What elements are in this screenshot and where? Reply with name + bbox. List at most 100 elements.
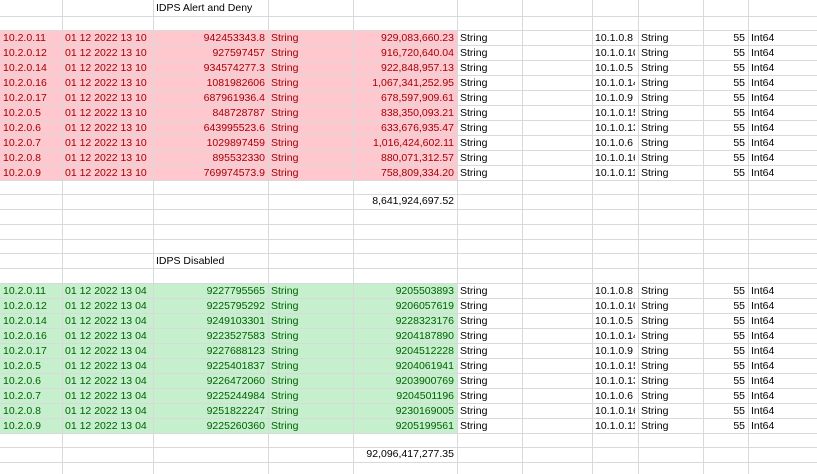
- cell-type[interactable]: String: [641, 315, 669, 327]
- cell-destination-ip[interactable]: 10.1.0.16: [595, 405, 635, 417]
- cell-value[interactable]: 9225795292: [206, 300, 265, 312]
- cell-type[interactable]: Int64: [751, 315, 775, 327]
- cell-type[interactable]: String: [641, 137, 669, 149]
- cell-number[interactable]: 55: [733, 360, 745, 372]
- cell-value[interactable]: 1081982606: [206, 77, 265, 89]
- cell-value[interactable]: 942453343.8: [203, 32, 265, 44]
- cell-source-ip[interactable]: 10.2.0.14: [3, 315, 47, 327]
- cell-destination-ip[interactable]: 10.1.0.14: [595, 330, 635, 342]
- cell-value-formatted[interactable]: 880,071,312.57: [381, 152, 454, 164]
- cell-type[interactable]: Int64: [751, 62, 775, 74]
- cell-value[interactable]: 9226472060: [206, 375, 265, 387]
- cell-source-ip[interactable]: 10.2.0.5: [3, 107, 41, 119]
- cell-number[interactable]: 55: [733, 315, 745, 327]
- cell-value[interactable]: 643995523.6: [203, 122, 265, 134]
- cell-type[interactable]: String: [460, 390, 488, 402]
- cell-type[interactable]: String: [641, 330, 669, 342]
- cell-type[interactable]: String: [641, 32, 669, 44]
- cell-timestamp[interactable]: 01 12 2022 13 10 00: [65, 92, 150, 104]
- cell-destination-ip[interactable]: 10.1.0.10: [595, 47, 635, 59]
- cell-type[interactable]: String: [271, 330, 299, 342]
- cell-type[interactable]: String: [271, 405, 299, 417]
- cell-timestamp[interactable]: 01 12 2022 13 10 00: [65, 137, 150, 149]
- cell-destination-ip[interactable]: 10.1.0.11: [595, 420, 635, 432]
- cell-timestamp[interactable]: 01 12 2022 13 10 00: [65, 77, 150, 89]
- cell-source-ip[interactable]: 10.2.0.7: [3, 390, 41, 402]
- cell-type[interactable]: Int64: [751, 390, 775, 402]
- cell-type[interactable]: String: [271, 360, 299, 372]
- cell-type[interactable]: Int64: [751, 345, 775, 357]
- cell-destination-ip[interactable]: 10.1.0.8: [595, 285, 633, 297]
- cell-source-ip[interactable]: 10.2.0.7: [3, 137, 41, 149]
- section-title[interactable]: IDPS Alert and Deny: [156, 2, 253, 14]
- cell-destination-ip[interactable]: 10.1.0.15: [595, 107, 635, 119]
- section-title[interactable]: IDPS Disabled: [156, 255, 225, 267]
- cell-value[interactable]: 9225401837: [206, 360, 265, 372]
- cell-source-ip[interactable]: 10.2.0.11: [3, 32, 47, 44]
- cell-type[interactable]: Int64: [751, 122, 775, 134]
- cell-value[interactable]: 9225244984: [206, 390, 265, 402]
- cell-type[interactable]: String: [271, 107, 299, 119]
- cell-timestamp[interactable]: 01 12 2022 13 04 00: [65, 375, 150, 387]
- cell-timestamp[interactable]: 01 12 2022 13 10 00: [65, 47, 150, 59]
- cell-number[interactable]: 55: [733, 420, 745, 432]
- cell-destination-ip[interactable]: 10.1.0.5: [595, 315, 633, 327]
- cell-type[interactable]: String: [271, 375, 299, 387]
- cell-value-formatted[interactable]: 678,597,909.61: [381, 92, 454, 104]
- cell-type[interactable]: String: [460, 420, 488, 432]
- cell-type[interactable]: Int64: [751, 420, 775, 432]
- cell-timestamp[interactable]: 01 12 2022 13 04 00: [65, 360, 150, 372]
- cell-value-formatted[interactable]: 9230169005: [395, 405, 454, 417]
- cell-source-ip[interactable]: 10.2.0.9: [3, 420, 41, 432]
- cell-type[interactable]: String: [641, 47, 669, 59]
- cell-value-formatted[interactable]: 9204501196: [396, 390, 454, 402]
- cell-type[interactable]: String: [460, 375, 488, 387]
- cell-type[interactable]: Int64: [751, 375, 775, 387]
- cell-timestamp[interactable]: 01 12 2022 13 10 00: [65, 152, 150, 164]
- cell-type[interactable]: String: [271, 92, 299, 104]
- cell-number[interactable]: 55: [733, 345, 745, 357]
- cell-value[interactable]: 9227795565: [206, 285, 265, 297]
- cell-number[interactable]: 55: [733, 285, 745, 297]
- cell-number[interactable]: 55: [733, 152, 745, 164]
- cell-type[interactable]: String: [460, 47, 488, 59]
- cell-number[interactable]: 55: [733, 137, 745, 149]
- cell-type[interactable]: Int64: [751, 300, 775, 312]
- cell-number[interactable]: 55: [733, 47, 745, 59]
- cell-value[interactable]: 9249103301: [206, 315, 265, 327]
- cell-source-ip[interactable]: 10.2.0.11: [3, 285, 47, 297]
- cell-value-formatted[interactable]: 838,350,093.21: [381, 107, 454, 119]
- cell-source-ip[interactable]: 10.2.0.8: [3, 152, 41, 164]
- cell-timestamp[interactable]: 01 12 2022 13 10 00: [65, 107, 150, 119]
- cell-type[interactable]: String: [460, 122, 488, 134]
- cell-type[interactable]: String: [271, 47, 299, 59]
- cell-type[interactable]: Int64: [751, 107, 775, 119]
- cell-timestamp[interactable]: 01 12 2022 13 10 00: [65, 122, 150, 134]
- cell-destination-ip[interactable]: 10.1.0.6: [595, 137, 633, 149]
- cell-value[interactable]: 9227688123: [206, 345, 265, 357]
- cell-number[interactable]: 55: [733, 375, 745, 387]
- cell-value[interactable]: 927597457: [212, 47, 265, 59]
- cell-destination-ip[interactable]: 10.1.0.10: [595, 300, 635, 312]
- cell-type[interactable]: Int64: [751, 152, 775, 164]
- cell-type[interactable]: String: [641, 390, 669, 402]
- cell-destination-ip[interactable]: 10.1.0.5: [595, 62, 633, 74]
- cell-type[interactable]: String: [460, 285, 488, 297]
- cell-value-formatted[interactable]: 9228323176: [395, 315, 454, 327]
- cell-number[interactable]: 55: [733, 107, 745, 119]
- cell-type[interactable]: String: [460, 62, 488, 74]
- cell-timestamp[interactable]: 01 12 2022 13 10 00: [65, 167, 150, 179]
- cell-type[interactable]: String: [641, 167, 669, 179]
- cell-destination-ip[interactable]: 10.1.0.13: [595, 122, 635, 134]
- cell-type[interactable]: String: [271, 77, 299, 89]
- cell-timestamp[interactable]: 01 12 2022 13 04 00: [65, 345, 150, 357]
- cell-type[interactable]: Int64: [751, 360, 775, 372]
- cell-source-ip[interactable]: 10.2.0.12: [3, 47, 47, 59]
- cell-type[interactable]: String: [641, 62, 669, 74]
- cell-type[interactable]: Int64: [751, 167, 775, 179]
- cell-type[interactable]: String: [271, 315, 299, 327]
- cell-destination-ip[interactable]: 10.1.0.9: [595, 345, 633, 357]
- cell-type[interactable]: String: [460, 315, 488, 327]
- cell-type[interactable]: String: [460, 92, 488, 104]
